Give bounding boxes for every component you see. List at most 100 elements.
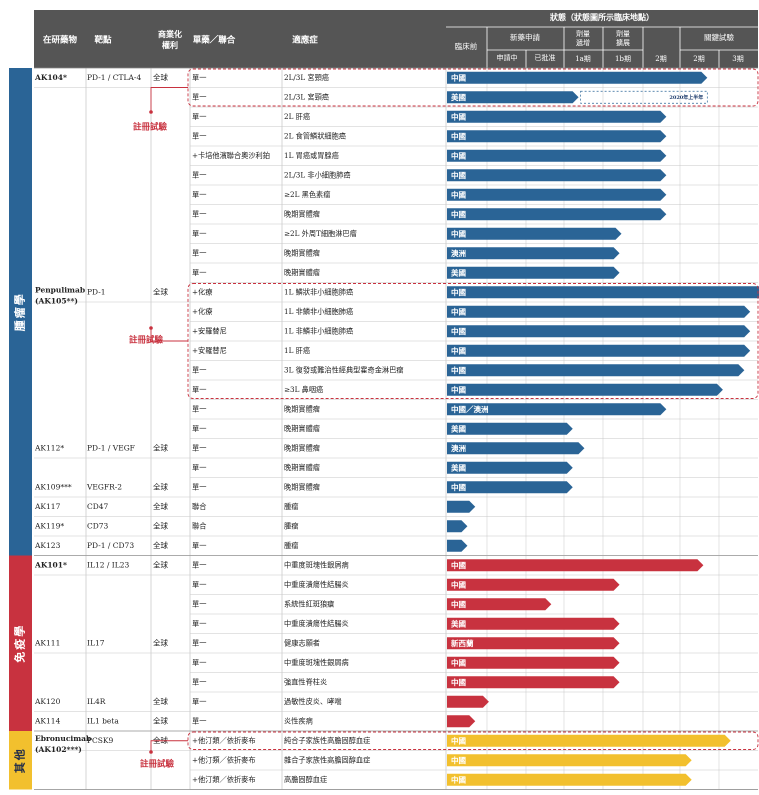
header-preclinical: 臨床前 xyxy=(455,41,478,51)
header-regimen: 單藥／聯合 xyxy=(193,35,236,46)
target: IL12 / IL23 xyxy=(87,560,129,569)
location-label: 中國 xyxy=(451,657,466,667)
location-label: 中國 xyxy=(451,306,466,316)
regimen: 單一 xyxy=(192,112,206,121)
table-row: 單一 晚期實體瘤 中國 xyxy=(190,208,758,225)
indication: 過敏性皮炎、哮喘 xyxy=(284,697,342,706)
category-label-others: 其他 xyxy=(13,747,27,773)
regimen: 單一 xyxy=(192,677,206,686)
registration-connector xyxy=(150,740,188,752)
category-band-others xyxy=(9,731,32,790)
regimen: 單一 xyxy=(192,365,206,374)
header-target: 靶點 xyxy=(94,35,112,46)
header-phase1b: 1b期 xyxy=(615,55,631,63)
category-label-immunology: 免疫學 xyxy=(13,624,27,663)
progress-bar xyxy=(447,442,585,455)
target: PD-1 / CD73 xyxy=(87,541,134,550)
indication: ≥3L 鼻咽癌 xyxy=(284,385,323,394)
indication: 晚期實體瘤 xyxy=(284,424,320,433)
target: PCSK9 xyxy=(87,736,114,745)
location-label: 中國 xyxy=(451,131,466,141)
regimen: 單一 xyxy=(192,385,206,394)
progress-bar xyxy=(447,130,667,143)
indication: 2L/3L 宮頸癌 xyxy=(284,92,329,101)
header-approved: 已批准 xyxy=(535,53,556,62)
table-row: +化療 1L 非鱗非小細胞肺癌 中國 xyxy=(190,305,758,322)
regimen: 單一 xyxy=(192,716,206,725)
category-band-oncology xyxy=(9,68,32,556)
location-label: 中國 xyxy=(451,189,466,199)
indication: 純合子家族性高膽固醇血症 xyxy=(284,736,370,745)
table-row: 單一 晚期實體瘤 中國／澳洲 xyxy=(190,403,758,420)
location-label: 中國 xyxy=(451,111,466,121)
target: VEGFR-2 xyxy=(86,482,122,491)
progress-bar xyxy=(447,734,731,747)
header-bg-left xyxy=(34,10,446,68)
progress-bar xyxy=(447,637,620,650)
regimen: 單一 xyxy=(192,92,206,101)
rights: 全球 xyxy=(153,696,168,706)
table-row: 單一 ≥3L 鼻咽癌 中國 xyxy=(190,383,758,400)
registration-trial-box xyxy=(187,68,759,107)
progress-bar xyxy=(447,383,723,396)
progress-bar xyxy=(447,520,468,533)
regimen: 單一 xyxy=(192,268,206,277)
indication: 中重度潰瘍性結腸炎 xyxy=(284,580,349,589)
progress-bar xyxy=(447,598,552,611)
header-bg-right xyxy=(446,10,758,68)
registration-trial-label: 註冊試驗 xyxy=(140,759,175,770)
table-row: +安羅替尼 1L 非鱗非小細胞肺癌 中國 xyxy=(190,325,758,342)
progress-bar xyxy=(447,227,622,240)
table-row: +他汀類／依折麥布 雜合子家族性高膽固醇血症 中國 xyxy=(190,754,758,771)
indication: 1L 肝癌 xyxy=(284,346,310,355)
registration-connector xyxy=(150,328,188,342)
table-row: AK114 IL1 beta 全球 單一 炎性疾病 xyxy=(34,715,758,732)
table-row: AK119* CD73 全球 聯合 腫瘤 xyxy=(34,520,758,537)
header-dose-expansion-2: 擴展 xyxy=(616,38,630,47)
header-filing: 申請中 xyxy=(497,53,518,62)
regimen: 單一 xyxy=(192,190,206,199)
target: PD-1 / VEGF xyxy=(87,443,135,452)
header-pivotal: 關鍵試驗 xyxy=(704,32,734,42)
registration-dot xyxy=(149,110,153,114)
header-status: 狀態（狀態圖所示臨床地點） xyxy=(550,12,654,22)
location-label: 中國 xyxy=(451,326,466,336)
regimen: 單一 xyxy=(192,619,206,628)
planned-bar xyxy=(580,90,708,104)
regimen: 單一 xyxy=(192,463,206,472)
table-row: 單一 晚期實體瘤 澳洲 xyxy=(190,247,758,264)
indication: 系統性紅斑狼瘡 xyxy=(284,599,334,608)
indication: 2L 食管鱗狀細胞癌 xyxy=(284,131,346,140)
header-dose-expansion-1: 劑量 xyxy=(616,29,630,38)
table-row: 單一 2L 肝癌 中國 xyxy=(190,110,758,127)
target: PD-1 / CTLA-4 xyxy=(87,73,141,82)
regimen: 單一 xyxy=(192,131,206,140)
progress-bar xyxy=(447,305,751,318)
progress-bar xyxy=(447,208,667,221)
target: PD-1 xyxy=(87,287,106,296)
table-row: 單一 系統性紅斑狼瘡 中國 xyxy=(190,598,758,615)
rights: 全球 xyxy=(153,72,168,82)
location-label: 美國 xyxy=(451,267,466,277)
rights: 全球 xyxy=(153,501,168,511)
header-rights-line1: 商業化 xyxy=(158,29,182,39)
drug-name: AK117 xyxy=(34,502,61,511)
header-dose-escalation-2: 遞增 xyxy=(576,38,590,47)
indication: 腫瘤 xyxy=(284,541,298,550)
drug-name: AK114 xyxy=(34,716,61,725)
location-label: 中國 xyxy=(451,774,466,784)
rights: 全球 xyxy=(153,559,168,569)
table-row: 單一 中重度潰瘍性結腸炎 中國 xyxy=(190,578,758,595)
indication: 腫瘤 xyxy=(284,521,298,530)
location-label: 美國 xyxy=(451,92,466,102)
regimen: +他汀類／依折麥布 xyxy=(192,775,256,784)
header-phase2: 2期 xyxy=(655,55,666,63)
location-label: 澳洲 xyxy=(451,443,466,453)
indication: 2L/3L 宮頸癌 xyxy=(284,73,329,82)
indication: 1L 非鱗非小細胞肺癌 xyxy=(284,326,353,335)
table-row: Penpulimab (AK105**) PD-1 全球 +化療 1L 鱗狀非小細胞肺癌 中… xyxy=(34,285,759,305)
drug-code: (AK105**) xyxy=(35,296,78,305)
rights: 全球 xyxy=(153,481,168,491)
header-indication: 適應症 xyxy=(292,35,318,46)
